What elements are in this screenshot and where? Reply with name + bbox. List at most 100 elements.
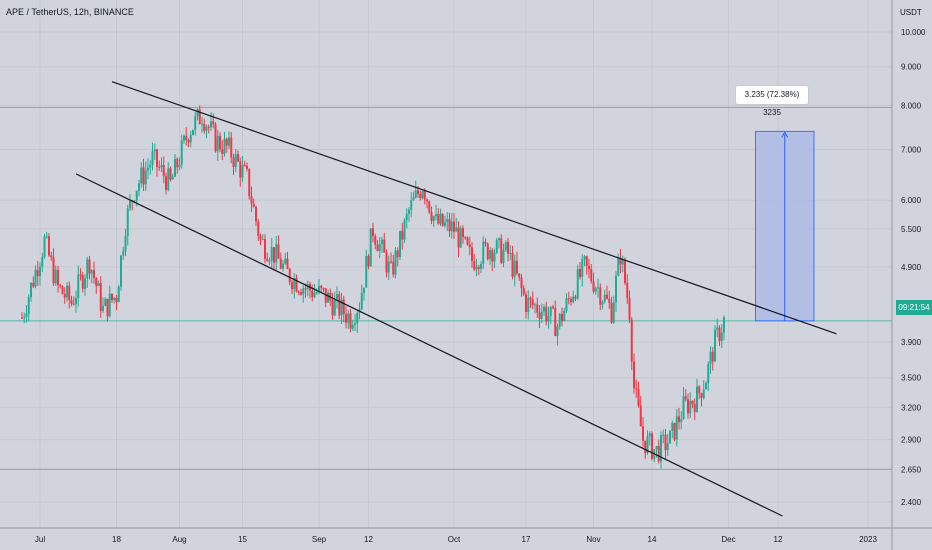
candle-body [363,287,365,293]
candle-body [223,138,226,154]
candle-body [120,255,122,287]
candle-body [639,405,642,427]
price-axis-label: 8.000 [901,101,922,110]
candle-body [655,446,658,450]
candle-body [680,419,683,423]
candle-body [480,263,482,269]
candle-body [432,216,435,221]
candle-body [201,123,203,125]
candle-body [277,244,280,259]
candle-body [626,282,629,298]
price-axis-label: 10.000 [901,28,926,37]
candle-body [158,166,161,168]
candle-body [198,109,201,125]
candle-body [72,303,75,305]
candle-body [709,351,712,365]
candle-body [459,228,462,248]
candle-body [99,283,102,311]
candle-body [52,257,55,284]
candle-body [41,257,44,267]
candle-body [435,214,437,217]
price-axis-label: 3.900 [901,338,922,347]
candle-body [714,329,716,362]
candle-body [529,297,532,300]
candle-body [669,430,671,444]
candle-body [554,308,557,337]
candle-body [565,298,568,311]
candle-body [549,306,552,316]
candle-body [340,299,343,316]
candle-body [534,304,536,306]
candle-body [349,313,352,329]
candle-body [367,256,370,267]
candle-body [219,135,221,150]
candle-body [543,306,545,312]
candle-body [687,399,689,414]
candle-body [115,297,118,303]
candle-body [608,298,611,303]
candle-body [369,228,372,267]
candle-body [723,317,725,333]
candle-body [264,238,266,259]
candle-body [403,220,406,240]
candle-body [360,292,363,310]
candle-body [176,159,179,168]
candle-body [698,386,701,394]
candle-body [439,213,442,224]
candle-body [151,151,154,166]
candle-body [630,319,633,362]
candle-body [612,302,615,323]
candle-body [599,287,602,305]
candle-body [477,266,480,269]
candle-body [552,306,554,309]
candle-body [108,293,111,317]
candle-body [266,258,269,261]
current-price-tag: 09:21:54 [896,300,932,315]
candle-body [284,258,287,264]
candle-body [135,190,138,201]
candle-body [468,244,471,248]
candle-body [396,250,399,258]
candle-body [234,154,237,167]
candle-body [162,165,165,177]
candle-body [387,261,390,273]
candle-body [169,168,172,180]
candle-body [675,416,678,440]
candle-body [601,301,604,305]
candle-body [59,285,62,287]
candle-body [383,239,386,253]
candle-body [178,164,181,168]
candle-body [574,296,577,299]
candle-body [48,236,50,256]
candle-body [97,283,100,286]
candle-body [628,297,631,320]
candle-body [621,259,624,265]
candle-body [77,274,80,298]
candle-body [90,270,93,274]
candle-body [705,383,707,390]
candle-body [558,313,561,327]
candle-body [187,139,190,143]
candle-body [671,422,674,431]
candle-body [405,213,408,221]
candle-body [180,140,183,165]
time-axis-label: Nov [586,535,600,544]
candle-body [194,116,197,130]
candle-body [365,256,368,288]
candle-body [225,138,228,146]
candle-body [500,238,503,263]
candle-body [171,176,174,180]
candle-body [390,261,392,263]
time-axis-label: Sep [312,535,327,544]
candle-body [556,326,559,337]
candle-body [212,121,215,125]
candle-body [527,297,530,312]
candle-body [664,434,667,451]
candle-body [378,244,381,252]
candle-body [250,196,253,204]
price-axis-label: 2.650 [901,465,922,474]
candle-body [525,294,527,312]
candle-body [457,227,460,248]
